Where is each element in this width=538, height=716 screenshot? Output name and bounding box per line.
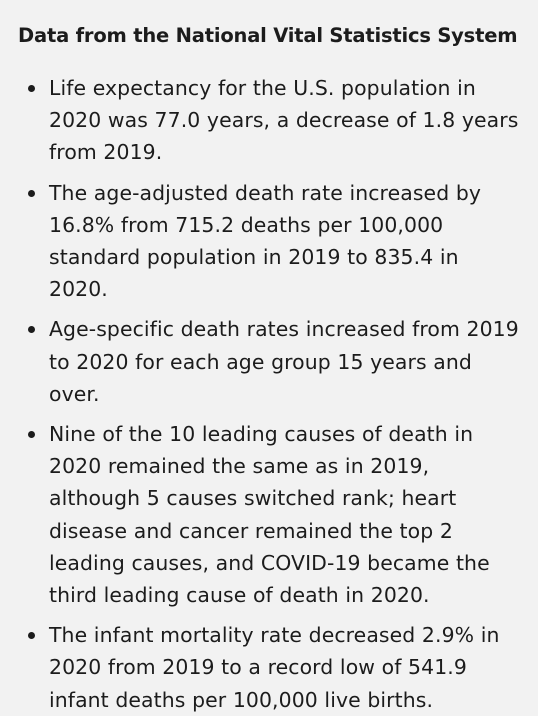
section-title: Data from the National Vital Statistics … (18, 24, 518, 47)
content-panel: Data from the National Vital Statistics … (18, 24, 519, 712)
list-item: The infant mortality rate decreased 2.9%… (18, 619, 521, 716)
bullet-dot-icon (28, 431, 35, 439)
list-item: The age-adjusted death rate increased by… (18, 177, 521, 306)
list-item-text: The infant mortality rate decreased 2.9%… (49, 623, 500, 712)
bullet-dot-icon (28, 189, 35, 197)
list-item-text: Life expectancy for the U.S. population … (49, 76, 519, 165)
bullet-dot-icon (28, 632, 35, 640)
list-item: Nine of the 10 leading causes of death i… (18, 418, 521, 611)
bullet-list: Life expectancy for the U.S. population … (18, 72, 521, 716)
list-item-text: Nine of the 10 leading causes of death i… (49, 422, 490, 608)
list-item: Life expectancy for the U.S. population … (18, 72, 521, 169)
bullet-dot-icon (28, 85, 35, 92)
bullet-dot-icon (28, 326, 35, 334)
list-item: Age-specific death rates increased from … (18, 313, 521, 410)
list-item-text: Age-specific death rates increased from … (49, 317, 519, 406)
list-item-text: The age-adjusted death rate increased by… (49, 180, 482, 302)
